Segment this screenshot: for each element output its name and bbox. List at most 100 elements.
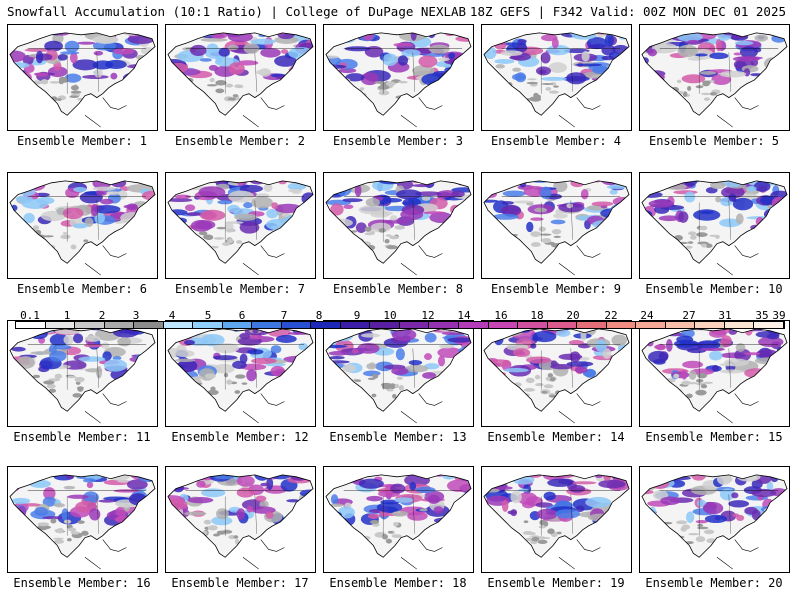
snowfall-map	[166, 467, 315, 572]
color-legend-swatch	[399, 322, 430, 328]
ensemble-member-label: Ensemble Member: 5	[648, 134, 780, 148]
color-legend-label: 10	[383, 309, 397, 322]
color-legend-swatch	[724, 322, 755, 328]
snowfall-map	[640, 25, 789, 130]
color-legend-swatch	[16, 322, 46, 328]
color-legend-label: 31	[718, 309, 732, 322]
ensemble-panel-6	[7, 172, 158, 279]
color-legend-label: 16	[494, 309, 508, 322]
ensemble-panel-7	[165, 172, 316, 279]
ensemble-panel-11	[7, 320, 158, 427]
color-legend-swatch	[429, 322, 459, 328]
color-legend-swatch	[547, 322, 578, 328]
ensemble-member-label: Ensemble Member: 3	[332, 134, 464, 148]
ensemble-member-label: Ensemble Member: 17	[171, 576, 309, 590]
snowfall-map	[482, 173, 631, 278]
color-legend-label: 6	[238, 309, 246, 322]
color-legend-swatch	[45, 322, 76, 328]
run-valid-time: 18Z GEFS | F342 Valid: 00Z MON DEC 01 20…	[469, 4, 786, 19]
ensemble-member-label: Ensemble Member: 16	[13, 576, 151, 590]
color-legend-swatch	[695, 322, 725, 328]
color-legend-label: 18	[530, 309, 544, 322]
color-legend-label: 9	[353, 309, 361, 322]
color-legend-swatch	[193, 322, 223, 328]
color-legend-swatch	[577, 322, 607, 328]
ensemble-member-label: Ensemble Member: 20	[645, 576, 783, 590]
snowfall-map	[8, 321, 157, 426]
snowfall-map	[166, 173, 315, 278]
ensemble-member-label: Ensemble Member: 11	[13, 430, 151, 444]
color-legend-swatch	[665, 322, 696, 328]
color-legend-label: 12	[421, 309, 435, 322]
color-legend-label: 8	[315, 309, 323, 322]
color-legend-label: 3	[132, 309, 140, 322]
ensemble-panel-16	[7, 466, 158, 573]
ensemble-panel-2	[165, 24, 316, 131]
ensemble-panel-3	[323, 24, 474, 131]
ensemble-member-label: Ensemble Member: 12	[171, 430, 309, 444]
ensemble-panel-18	[323, 466, 474, 573]
color-legend-swatch	[518, 322, 548, 328]
ensemble-panel-10	[639, 172, 790, 279]
map-title: Snowfall Accumulation (10:1 Ratio) | Col…	[7, 4, 467, 19]
color-legend-label: 1	[63, 309, 71, 322]
ensemble-member-label: Ensemble Member: 14	[487, 430, 625, 444]
color-legend-swatch	[458, 322, 489, 328]
color-legend: 0.1 1 2 3 4 5 6 7 8 9 10 12 14 16 18 20 22 24 27 31 35 39	[15, 309, 786, 331]
ensemble-member-label: Ensemble Member: 19	[487, 576, 625, 590]
snowfall-map	[482, 321, 631, 426]
snowfall-map	[166, 25, 315, 130]
color-legend-swatch	[370, 322, 400, 328]
snowfall-map	[8, 467, 157, 572]
snowfall-map	[640, 321, 789, 426]
ensemble-panel-5	[639, 24, 790, 131]
color-legend-swatch	[488, 322, 519, 328]
color-legend-label: 27	[682, 309, 696, 322]
color-legend-strip	[15, 321, 785, 329]
ensemble-panel-4	[481, 24, 632, 131]
color-legend-label: 5	[204, 309, 212, 322]
color-legend-swatch	[636, 322, 666, 328]
snowfall-map	[8, 173, 157, 278]
color-legend-label: 35	[755, 309, 769, 322]
ensemble-panel-15	[639, 320, 790, 427]
ensemble-member-label: Ensemble Member: 10	[645, 282, 783, 296]
color-legend-label: 0.1	[20, 309, 40, 322]
snowfall-map	[482, 467, 631, 572]
ensemble-panel-9	[481, 172, 632, 279]
color-legend-swatch	[606, 322, 637, 328]
ensemble-member-label: Ensemble Member: 2	[174, 134, 306, 148]
snowfall-map	[8, 25, 157, 130]
ensemble-panel-8	[323, 172, 474, 279]
color-legend-swatch	[134, 322, 164, 328]
snowfall-map	[640, 173, 789, 278]
color-legend-swatch	[222, 322, 253, 328]
color-legend-label: 2	[98, 309, 106, 322]
color-legend-label: 4	[168, 309, 176, 322]
ensemble-panel-1	[7, 24, 158, 131]
color-legend-label: 22	[604, 309, 618, 322]
snowfall-map	[166, 321, 315, 426]
ensemble-panel-17	[165, 466, 316, 573]
ensemble-member-label: Ensemble Member: 8	[332, 282, 464, 296]
ensemble-member-label: Ensemble Member: 6	[16, 282, 148, 296]
ensemble-panel-14	[481, 320, 632, 427]
ensemble-member-label: Ensemble Member: 13	[329, 430, 467, 444]
snowfall-map	[640, 467, 789, 572]
ensemble-panel-13	[323, 320, 474, 427]
color-legend-swatch	[104, 322, 135, 328]
color-legend-label: 24	[640, 309, 654, 322]
color-legend-label: 7	[280, 309, 288, 322]
ensemble-panel-19	[481, 466, 632, 573]
ensemble-panel-20	[639, 466, 790, 573]
color-legend-swatch	[252, 322, 282, 328]
ensemble-member-label: Ensemble Member: 9	[490, 282, 622, 296]
snowfall-map	[324, 173, 473, 278]
color-legend-swatch	[281, 322, 312, 328]
ensemble-member-label: Ensemble Member: 1	[16, 134, 148, 148]
snowfall-map	[324, 25, 473, 130]
snowfall-map	[324, 321, 473, 426]
ensemble-member-label: Ensemble Member: 7	[174, 282, 306, 296]
color-legend-label: 14	[457, 309, 471, 322]
snowfall-map	[482, 25, 631, 130]
